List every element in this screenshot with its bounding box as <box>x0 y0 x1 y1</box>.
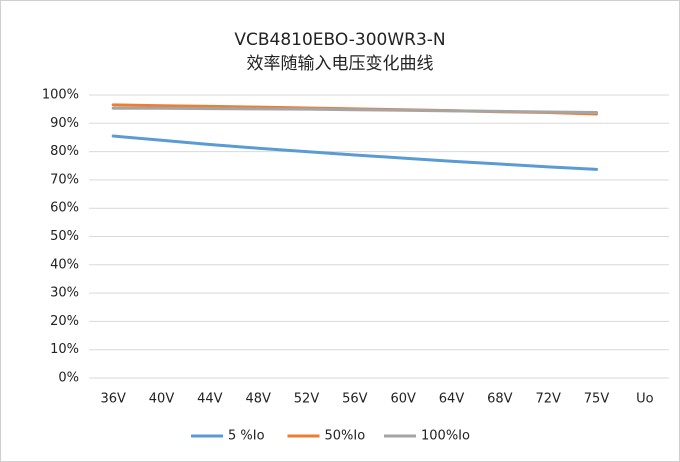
x-tick-label: 40V <box>149 392 175 407</box>
y-tick-label: 60% <box>50 201 79 216</box>
y-tick-label: 50% <box>50 229 79 244</box>
x-tick-label: 36V <box>100 392 126 407</box>
x-tick-label: 56V <box>342 392 368 407</box>
x-tick-label: 64V <box>439 392 465 407</box>
y-tick-label: 70% <box>50 172 79 187</box>
x-tick-label: 68V <box>487 392 513 407</box>
series-line <box>111 134 598 171</box>
x-tick-label: Uo <box>636 392 654 407</box>
legend-label: 100%Io <box>421 429 470 444</box>
y-tick-label: 10% <box>50 342 79 357</box>
chart-title: VCB4810EBO-300WR3-N <box>234 30 445 50</box>
x-tick-label: 60V <box>390 392 416 407</box>
y-tick-label: 40% <box>50 257 79 272</box>
y-tick-label: 20% <box>50 314 79 329</box>
legend-label: 50%Io <box>325 429 366 444</box>
y-tick-label: 100% <box>42 88 79 103</box>
y-tick-label: 0% <box>58 371 79 386</box>
chart-subtitle: 效率随输入电压变化曲线 <box>247 54 434 74</box>
series-line <box>111 106 598 115</box>
x-tick-label: 44V <box>197 392 223 407</box>
x-tick-label: 48V <box>245 392 271 407</box>
x-tick-label: 72V <box>535 392 561 407</box>
legend-label: 5 %Io <box>228 429 265 444</box>
y-tick-label: 90% <box>50 116 79 131</box>
y-tick-label: 80% <box>50 144 79 159</box>
x-tick-label: 75V <box>584 392 610 407</box>
x-tick-label: 52V <box>294 392 320 407</box>
y-tick-label: 30% <box>50 286 79 301</box>
